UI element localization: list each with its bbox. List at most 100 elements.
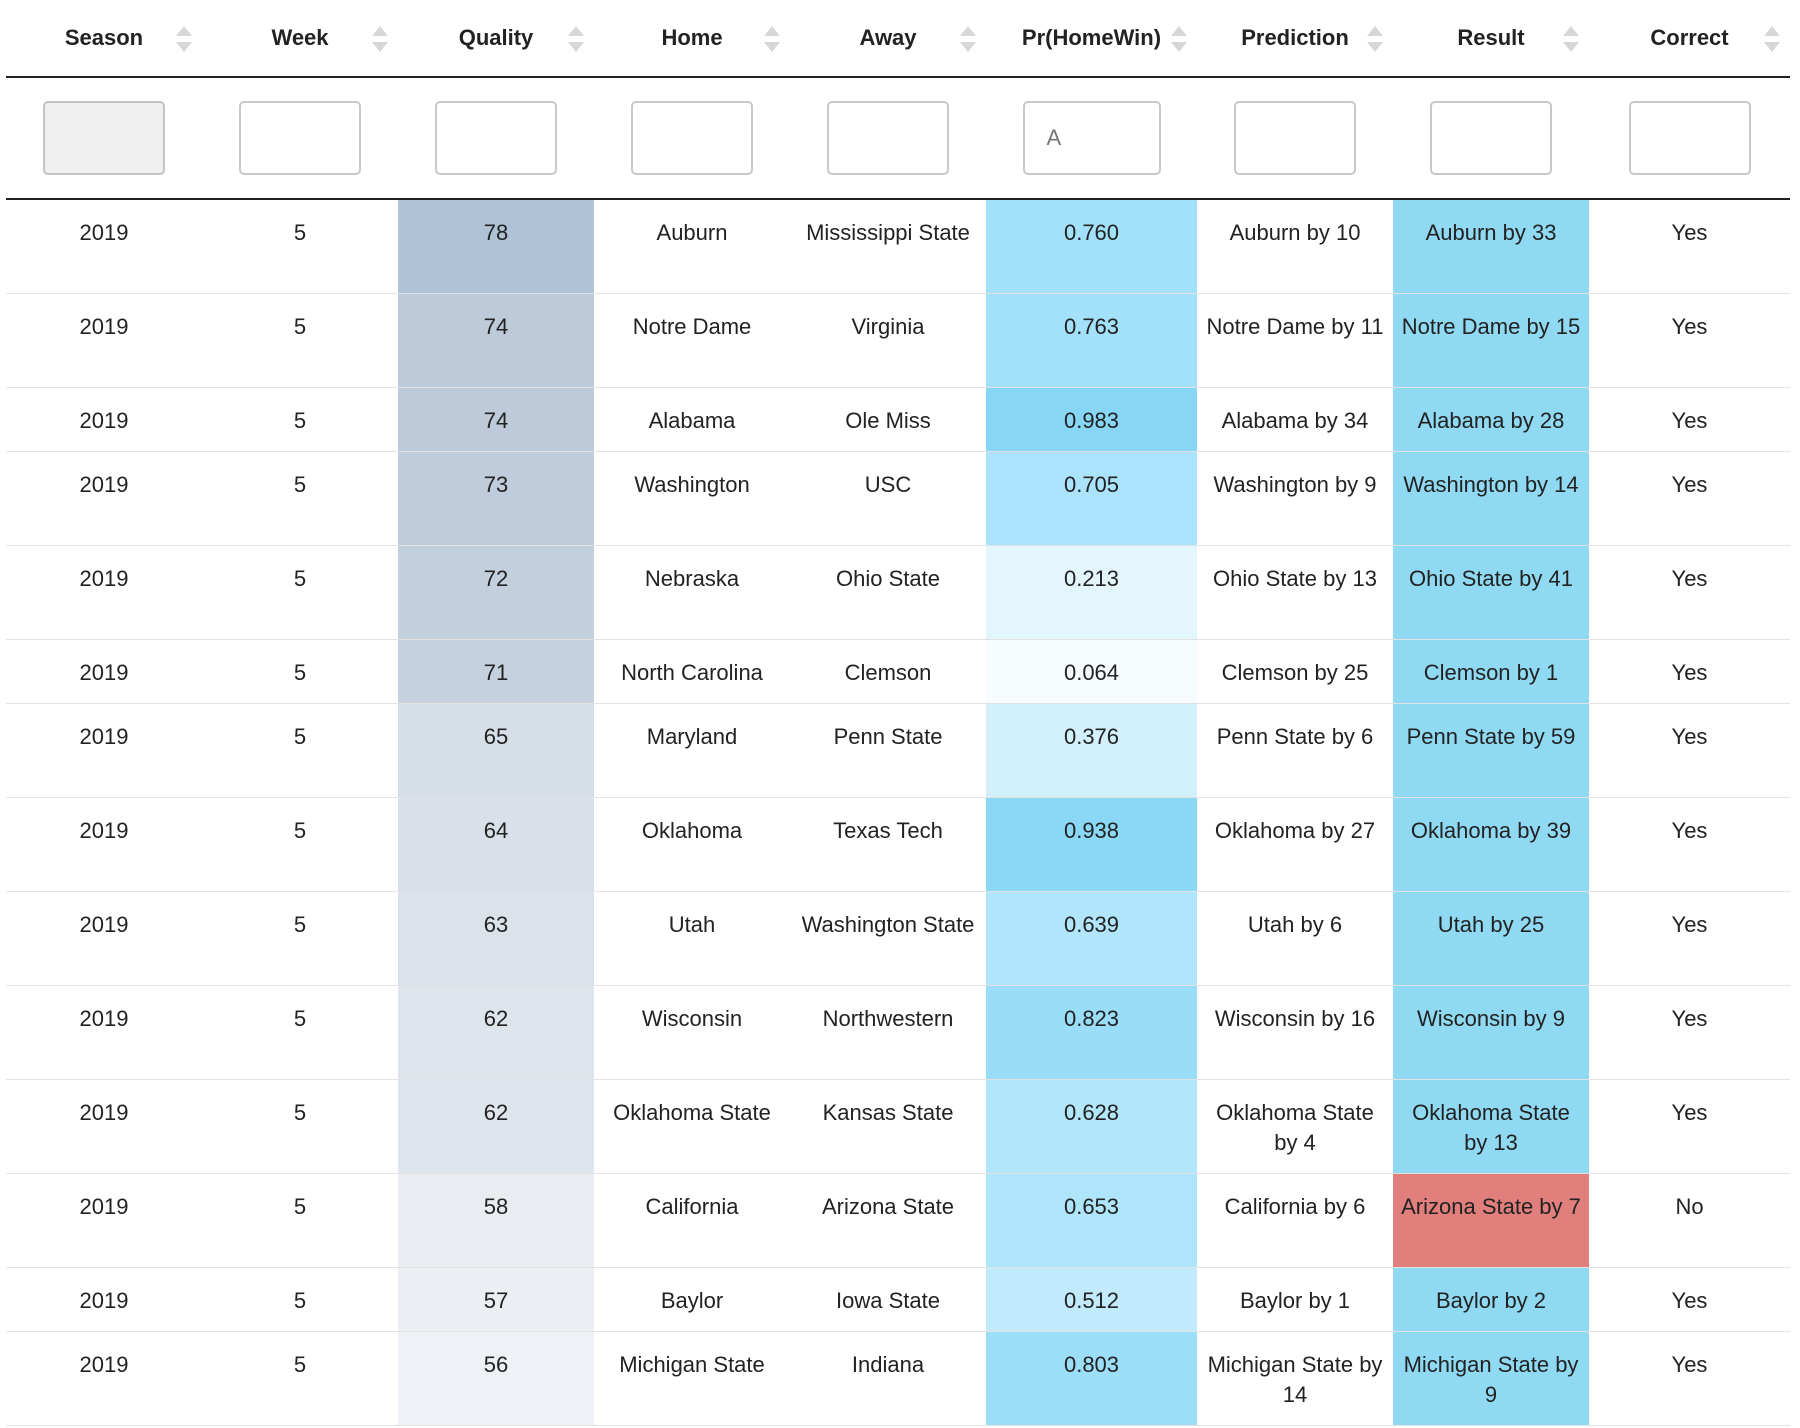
- season-cell: 2019: [6, 797, 202, 892]
- result-filter-input[interactable]: [1430, 101, 1552, 175]
- correct-cell: Yes: [1589, 545, 1790, 640]
- quality-cell: 58: [398, 1173, 594, 1268]
- away-cell: Virginia: [790, 293, 986, 388]
- correct-cell: Yes: [1589, 387, 1790, 452]
- table-body: 2019 5 78 Auburn Mississippi State 0.760 Aubur…: [6, 199, 1790, 1426]
- sort-icon[interactable]: [1171, 26, 1187, 52]
- prediction-cell: Michigan State by 14: [1197, 1331, 1393, 1426]
- season-cell: 2019: [6, 387, 202, 452]
- games-table: Season Week Quality Home Away Pr(HomeWin…: [6, 0, 1790, 1426]
- column-header-away[interactable]: Away: [790, 0, 986, 78]
- home-cell: Baylor: [594, 1267, 790, 1332]
- sort-icon[interactable]: [1563, 26, 1579, 52]
- column-header-home[interactable]: Home: [594, 0, 790, 78]
- pr-homewin-cell: 0.653: [986, 1173, 1197, 1268]
- correct-cell: Yes: [1589, 797, 1790, 892]
- week-cell: 5: [202, 639, 398, 704]
- correct-cell: Yes: [1589, 451, 1790, 546]
- prediction-cell: Notre Dame by 11: [1197, 293, 1393, 388]
- correct-cell: Yes: [1589, 199, 1790, 294]
- home-cell: Notre Dame: [594, 293, 790, 388]
- correct-cell: Yes: [1589, 1079, 1790, 1174]
- table-row: 2019 5 78 Auburn Mississippi State 0.760 Aubur…: [6, 199, 1790, 294]
- quality-cell: 71: [398, 639, 594, 704]
- season-cell: 2019: [6, 891, 202, 986]
- pr-homewin-cell: 0.376: [986, 703, 1197, 798]
- pr-homewin-cell: 0.823: [986, 985, 1197, 1080]
- correct-cell: Yes: [1589, 891, 1790, 986]
- column-header-pr-homewin[interactable]: Pr(HomeWin): [986, 0, 1197, 78]
- home-cell: Oklahoma: [594, 797, 790, 892]
- sort-icon[interactable]: [764, 26, 780, 52]
- table-row: 2019 5 74 Alabama Ole Miss 0.983 Alabama by 34…: [6, 387, 1790, 452]
- away-cell: Ohio State: [790, 545, 986, 640]
- column-header-season[interactable]: Season: [6, 0, 202, 78]
- result-cell: Wisconsin by 9: [1393, 985, 1589, 1080]
- away-filter-input[interactable]: [827, 101, 949, 175]
- home-cell: Washington: [594, 451, 790, 546]
- table-row: 2019 5 73 Washington USC 0.705 Washington by 9…: [6, 451, 1790, 546]
- table-row: 2019 5 64 Oklahoma Texas Tech 0.938 Oklahoma b…: [6, 797, 1790, 892]
- quality-filter-input[interactable]: [435, 101, 557, 175]
- table-row: 2019 5 62 Oklahoma State Kansas State 0.628 Ok…: [6, 1079, 1790, 1174]
- result-cell: Michigan State by 9: [1393, 1331, 1589, 1426]
- pr-homewin-cell: 0.938: [986, 797, 1197, 892]
- quality-cell: 62: [398, 1079, 594, 1174]
- pr-homewin-cell: 0.760: [986, 199, 1197, 294]
- quality-cell: 62: [398, 985, 594, 1080]
- result-cell: Washington by 14: [1393, 451, 1589, 546]
- sort-icon[interactable]: [960, 26, 976, 52]
- home-filter-input[interactable]: [631, 101, 753, 175]
- table-row: 2019 5 62 Wisconsin Northwestern 0.823 Wiscons…: [6, 985, 1790, 1080]
- week-filter-input[interactable]: [239, 101, 361, 175]
- season-cell: 2019: [6, 199, 202, 294]
- correct-filter-input[interactable]: [1628, 101, 1751, 175]
- away-cell: Iowa State: [790, 1267, 986, 1332]
- week-cell: 5: [202, 1079, 398, 1174]
- games-table-container: Season Week Quality Home Away Pr(HomeWin…: [6, 0, 1790, 1426]
- away-cell: Texas Tech: [790, 797, 986, 892]
- table-row: 2019 5 65 Maryland Penn State 0.376 Penn State…: [6, 703, 1790, 798]
- week-cell: 5: [202, 985, 398, 1080]
- column-header-label: Quality: [458, 25, 534, 50]
- column-header-correct[interactable]: Correct: [1589, 0, 1790, 78]
- sort-icon[interactable]: [1367, 26, 1383, 52]
- season-cell: 2019: [6, 451, 202, 546]
- column-header-prediction[interactable]: Prediction: [1197, 0, 1393, 78]
- filter-row: [6, 77, 1790, 200]
- prediction-cell: Baylor by 1: [1197, 1267, 1393, 1332]
- pr-homewin-cell: 0.983: [986, 387, 1197, 452]
- correct-cell: No: [1589, 1173, 1790, 1268]
- prediction-cell: Ohio State by 13: [1197, 545, 1393, 640]
- sort-icon[interactable]: [372, 26, 388, 52]
- prediction-cell: Wisconsin by 16: [1197, 985, 1393, 1080]
- home-cell: Oklahoma State: [594, 1079, 790, 1174]
- column-header-result[interactable]: Result: [1393, 0, 1589, 78]
- quality-cell: 64: [398, 797, 594, 892]
- week-cell: 5: [202, 199, 398, 294]
- season-cell: 2019: [6, 639, 202, 704]
- correct-cell: Yes: [1589, 703, 1790, 798]
- quality-cell: 57: [398, 1267, 594, 1332]
- home-cell: North Carolina: [594, 639, 790, 704]
- pr-homewin-cell: 0.639: [986, 891, 1197, 986]
- pr-homewin-filter-input[interactable]: [1022, 101, 1161, 175]
- away-cell: Northwestern: [790, 985, 986, 1080]
- sort-icon[interactable]: [176, 26, 192, 52]
- table-row: 2019 5 72 Nebraska Ohio State 0.213 Ohio State…: [6, 545, 1790, 640]
- column-header-week[interactable]: Week: [202, 0, 398, 78]
- away-cell: Clemson: [790, 639, 986, 704]
- sort-icon[interactable]: [1764, 26, 1780, 52]
- column-header-quality[interactable]: Quality: [398, 0, 594, 78]
- home-cell: Auburn: [594, 199, 790, 294]
- quality-cell: 72: [398, 545, 594, 640]
- away-cell: Penn State: [790, 703, 986, 798]
- result-cell: Notre Dame by 15: [1393, 293, 1589, 388]
- prediction-filter-input[interactable]: [1234, 101, 1356, 175]
- season-cell: 2019: [6, 1173, 202, 1268]
- correct-cell: Yes: [1589, 293, 1790, 388]
- quality-cell: 74: [398, 387, 594, 452]
- season-cell: 2019: [6, 545, 202, 640]
- sort-icon[interactable]: [568, 26, 584, 52]
- away-cell: Indiana: [790, 1331, 986, 1426]
